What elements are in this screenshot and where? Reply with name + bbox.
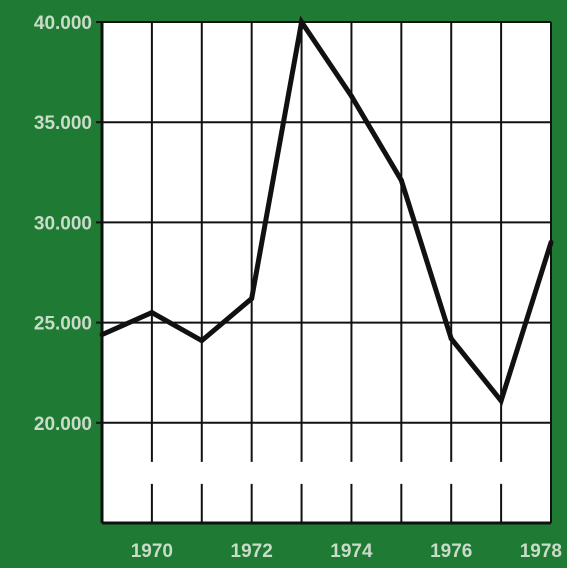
grid bbox=[102, 21, 551, 523]
data-point bbox=[99, 332, 105, 338]
x-tick-label: 1974 bbox=[330, 541, 373, 562]
x-tick-labels: 1970 1972 1974 1976 1978 bbox=[131, 541, 562, 562]
y-tick-label: 20.000 bbox=[34, 414, 92, 435]
data-point bbox=[348, 93, 354, 99]
x-tick-label: 1972 bbox=[231, 541, 273, 562]
data-point bbox=[398, 177, 404, 183]
data-point bbox=[249, 296, 255, 302]
y-tick-label: 40.000 bbox=[34, 13, 92, 34]
y-tick-label: 30.000 bbox=[34, 213, 92, 234]
axes bbox=[96, 21, 552, 525]
plot-area bbox=[102, 22, 551, 523]
data-point bbox=[548, 239, 554, 245]
data-point bbox=[199, 338, 205, 344]
data-point bbox=[498, 398, 504, 404]
x-tick-label: 1978 bbox=[520, 541, 562, 562]
y-tick-label: 25.000 bbox=[34, 314, 92, 335]
y-tick-label: 35.000 bbox=[34, 113, 92, 134]
series-line bbox=[100, 15, 554, 406]
x-tick-label: 1976 bbox=[430, 541, 472, 562]
series-layer bbox=[99, 15, 554, 406]
data-point bbox=[299, 19, 305, 25]
y-tick-labels: 20.000 25.000 30.000 35.000 40.000 bbox=[34, 13, 92, 435]
x-tick-label: 1970 bbox=[131, 541, 173, 562]
data-point bbox=[448, 336, 454, 342]
data-point bbox=[149, 310, 155, 316]
